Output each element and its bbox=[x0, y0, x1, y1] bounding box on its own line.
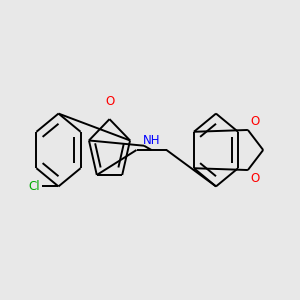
Text: O: O bbox=[250, 172, 260, 185]
Text: O: O bbox=[105, 95, 114, 108]
Text: O: O bbox=[250, 115, 260, 128]
Text: NH: NH bbox=[143, 134, 160, 147]
Text: Cl: Cl bbox=[29, 180, 40, 193]
